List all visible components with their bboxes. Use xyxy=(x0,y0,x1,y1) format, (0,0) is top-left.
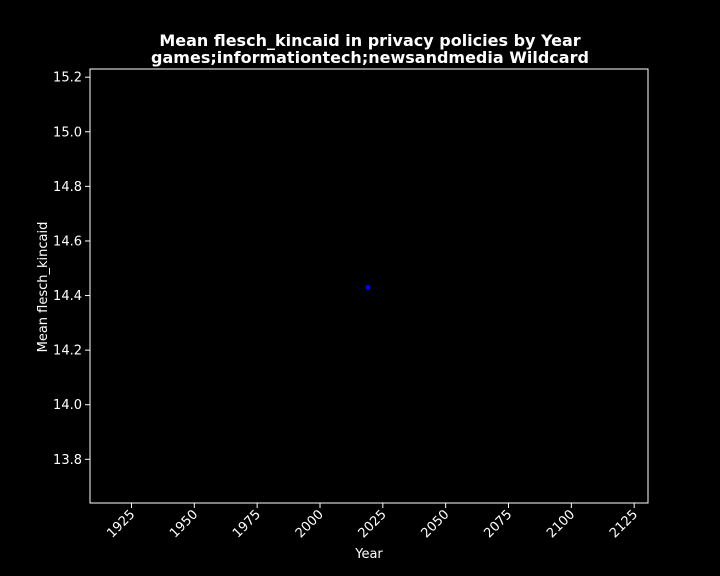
y-tick-label: 14.4 xyxy=(53,289,82,304)
y-tick-label: 14.6 xyxy=(53,234,82,249)
y-tick-label: 14.0 xyxy=(53,398,82,413)
y-axis-ticks: 13.8 14.0 14.2 14.4 14.6 14.8 15.0 15.2 xyxy=(53,71,90,468)
y-tick-label: 14.2 xyxy=(53,344,82,359)
y-axis-label: Mean flesch_kincaid xyxy=(36,222,51,353)
x-axis-label: Year xyxy=(354,547,383,562)
y-tick-label: 13.8 xyxy=(53,453,82,468)
chart-subtitle: games;informationtech;newsandmedia Wildc… xyxy=(151,48,589,67)
data-point xyxy=(365,284,371,290)
data-points xyxy=(365,284,371,290)
y-tick-label: 14.8 xyxy=(53,180,82,195)
y-tick-label: 15.0 xyxy=(53,125,82,140)
chart-title: Mean flesch_kincaid in privacy policies … xyxy=(159,31,580,50)
y-tick-label: 15.2 xyxy=(53,71,82,86)
